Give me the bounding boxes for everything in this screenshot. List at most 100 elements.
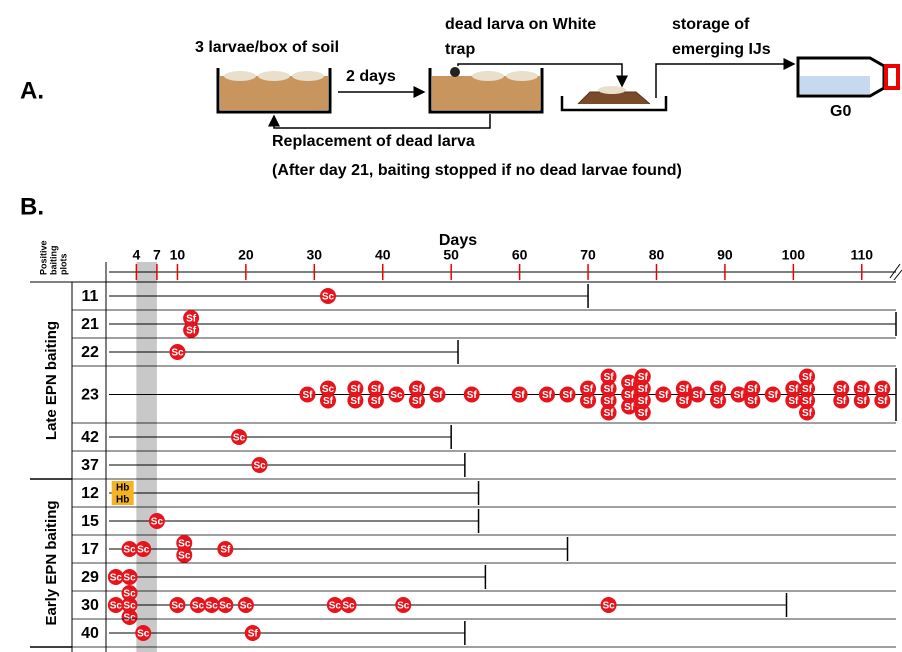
marker	[169, 344, 186, 360]
marker-label: Sf	[713, 384, 724, 395]
marker-label: Sc	[110, 601, 123, 612]
marker	[244, 625, 261, 641]
marker	[580, 392, 597, 409]
larva	[598, 86, 626, 94]
plot-id: 21	[81, 316, 99, 333]
larva	[292, 71, 324, 81]
marker-label: Sc	[178, 551, 191, 562]
y-title: baiting	[48, 246, 58, 276]
marker-label: Sf	[542, 390, 553, 401]
marker	[121, 609, 138, 625]
panel-b: B. Days 4 7 10 20 30 40 50 60 70 80 90 100 110 Positi…	[20, 193, 902, 652]
marker	[764, 386, 781, 403]
marker	[600, 392, 617, 409]
marker-label: Sf	[350, 384, 361, 395]
marker	[600, 597, 617, 613]
x-tick-label: 7	[153, 247, 161, 263]
section-label: Early EPN baiting	[43, 500, 60, 625]
marker	[217, 541, 234, 557]
x-tick-label: 110	[850, 247, 873, 263]
x-tick-label: 50	[443, 247, 459, 263]
marker-label: Sf	[248, 629, 259, 640]
panel-label: B.	[20, 193, 44, 220]
plot-id: 22	[81, 344, 99, 361]
marker-label: Sc	[192, 601, 205, 612]
marker	[600, 380, 617, 397]
marker-label: Sf	[467, 390, 478, 401]
marker-label: Sf	[679, 396, 690, 407]
marker-label: Sf	[788, 384, 799, 395]
arrow	[268, 114, 491, 129]
x-tick-label: 30	[307, 247, 323, 263]
marker	[203, 597, 220, 613]
panel-label: A.	[20, 77, 44, 104]
marker	[319, 380, 336, 397]
marker	[189, 597, 206, 613]
marker-label: Sf	[857, 384, 868, 395]
marker-label: Sc	[151, 517, 164, 528]
replace-text: Replacement of dead larva	[272, 133, 475, 150]
marker	[538, 386, 555, 403]
marker	[634, 392, 651, 409]
tube-label: G0	[830, 103, 851, 120]
marker	[580, 380, 597, 397]
marker-label: Sc	[322, 292, 335, 303]
marker	[463, 386, 480, 403]
marker-label: Sf	[302, 390, 313, 401]
marker-label: Sf	[604, 408, 615, 419]
plot-id: 42	[81, 429, 99, 446]
plot-id: 11	[82, 288, 99, 305]
larva	[258, 71, 290, 81]
larva	[224, 71, 256, 81]
marker-label: Sc	[390, 390, 403, 401]
marker-label: Sf	[693, 390, 704, 401]
marker	[121, 541, 138, 557]
plot-id: 40	[81, 625, 99, 642]
marker-label: Sf	[788, 396, 799, 407]
arrow-text: 2 days	[346, 68, 396, 85]
panel-a: A. 3 larvae/box of soil 2 days dead larv…	[20, 16, 900, 179]
y-title: plots	[58, 254, 68, 276]
marker-label: Sf	[412, 396, 423, 407]
marker	[710, 392, 727, 409]
x-tick-label: 10	[170, 247, 186, 263]
marker	[429, 386, 446, 403]
plot-id: 29	[81, 569, 99, 586]
marker-label: Sf	[323, 396, 334, 407]
marker	[511, 386, 528, 403]
axis-break	[889, 263, 902, 281]
box-text: 3 larvae/box of soil	[195, 39, 339, 56]
marker-label: Sf	[638, 408, 649, 419]
marker	[111, 493, 134, 505]
marker	[347, 392, 364, 409]
marker	[559, 386, 576, 403]
section-label: Late EPN baiting	[43, 321, 60, 440]
marker	[408, 380, 425, 397]
marker-label: Hb	[116, 483, 129, 494]
marker-label: Sc	[219, 601, 232, 612]
marker	[148, 513, 165, 529]
marker	[135, 541, 152, 557]
marker	[675, 380, 692, 397]
trap-text: dead larva on White	[445, 16, 596, 33]
marker	[408, 392, 425, 409]
marker-label: Sf	[836, 384, 847, 395]
marker-label: Sc	[602, 601, 615, 612]
marker	[326, 597, 343, 613]
marker-label: Sc	[397, 601, 410, 612]
x-tick-label: 70	[580, 247, 596, 263]
marker	[634, 368, 651, 385]
marker	[319, 288, 336, 304]
marker	[107, 569, 124, 585]
trap-dish	[560, 96, 668, 112]
x-tick-label: 80	[649, 247, 665, 263]
marker-label: Sf	[802, 396, 813, 407]
tube-liquid	[800, 76, 870, 94]
marker-label: Sf	[877, 396, 888, 407]
marker-label: Sc	[123, 573, 136, 584]
marker	[319, 392, 336, 409]
marker	[799, 368, 816, 385]
arrow	[457, 63, 628, 88]
x-tick-label: 20	[238, 247, 254, 263]
